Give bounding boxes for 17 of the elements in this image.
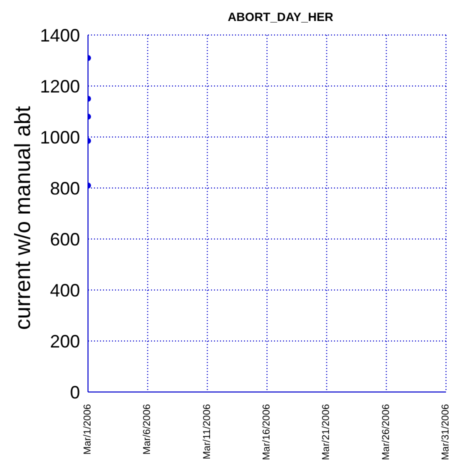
y-tick-label: 1200: [40, 76, 80, 96]
x-tick-label: Mar/16/2006: [262, 404, 272, 460]
chart-title: ABORT_DAY_HER: [226, 10, 334, 24]
x-tick-label: Mar/11/2006: [202, 404, 213, 460]
y-tick-label: 0: [70, 382, 80, 402]
x-tick-label: Mar/1/2006: [82, 404, 94, 455]
y-tick-label: 400: [50, 280, 80, 300]
y-tick-label: 800: [50, 178, 80, 198]
x-tick-label: Mar/6/2006: [142, 404, 154, 455]
y-tick-label: 1000: [40, 127, 80, 148]
x-tick-label: Mar/21/2006: [321, 404, 332, 460]
x-tick-label: Mar/26/2006: [380, 404, 392, 460]
y-tick-label: 1400: [40, 25, 80, 46]
y-axis-title: current w/o manual abt: [10, 106, 36, 330]
y-tick-label: 200: [50, 331, 80, 352]
x-tick-label: Mar/31/2006: [440, 404, 452, 460]
y-tick-label: 600: [50, 229, 80, 250]
